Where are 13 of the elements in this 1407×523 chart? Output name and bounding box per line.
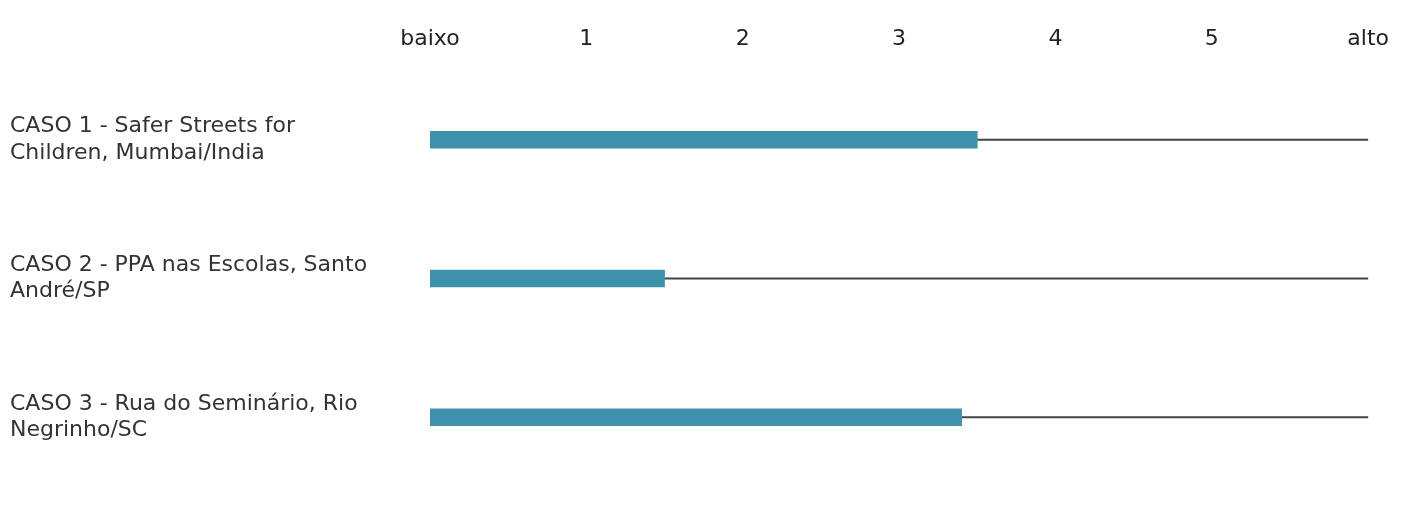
x-tick-label: alto [1347,24,1389,50]
x-tick-label: 2 [735,24,750,50]
y-tick-label: CASO 1 - Safer Streets for Children, Mumbai/India [10,112,296,164]
bar [430,130,978,149]
x-tick-label: 3 [892,24,907,50]
x-tick-label: 5 [1204,24,1219,50]
x-tick-label: 1 [579,24,594,50]
bar [430,269,665,288]
y-tick-label: CASO 2 - PPA nas Escolas, Santo André/SP [10,251,368,303]
x-tick-label: 4 [1048,24,1063,50]
bar [430,408,962,427]
x-tick-label: baixo [400,24,460,50]
y-tick-label: CASO 3 - Rua do Seminário, Rio Negrinho/SC [10,389,358,442]
